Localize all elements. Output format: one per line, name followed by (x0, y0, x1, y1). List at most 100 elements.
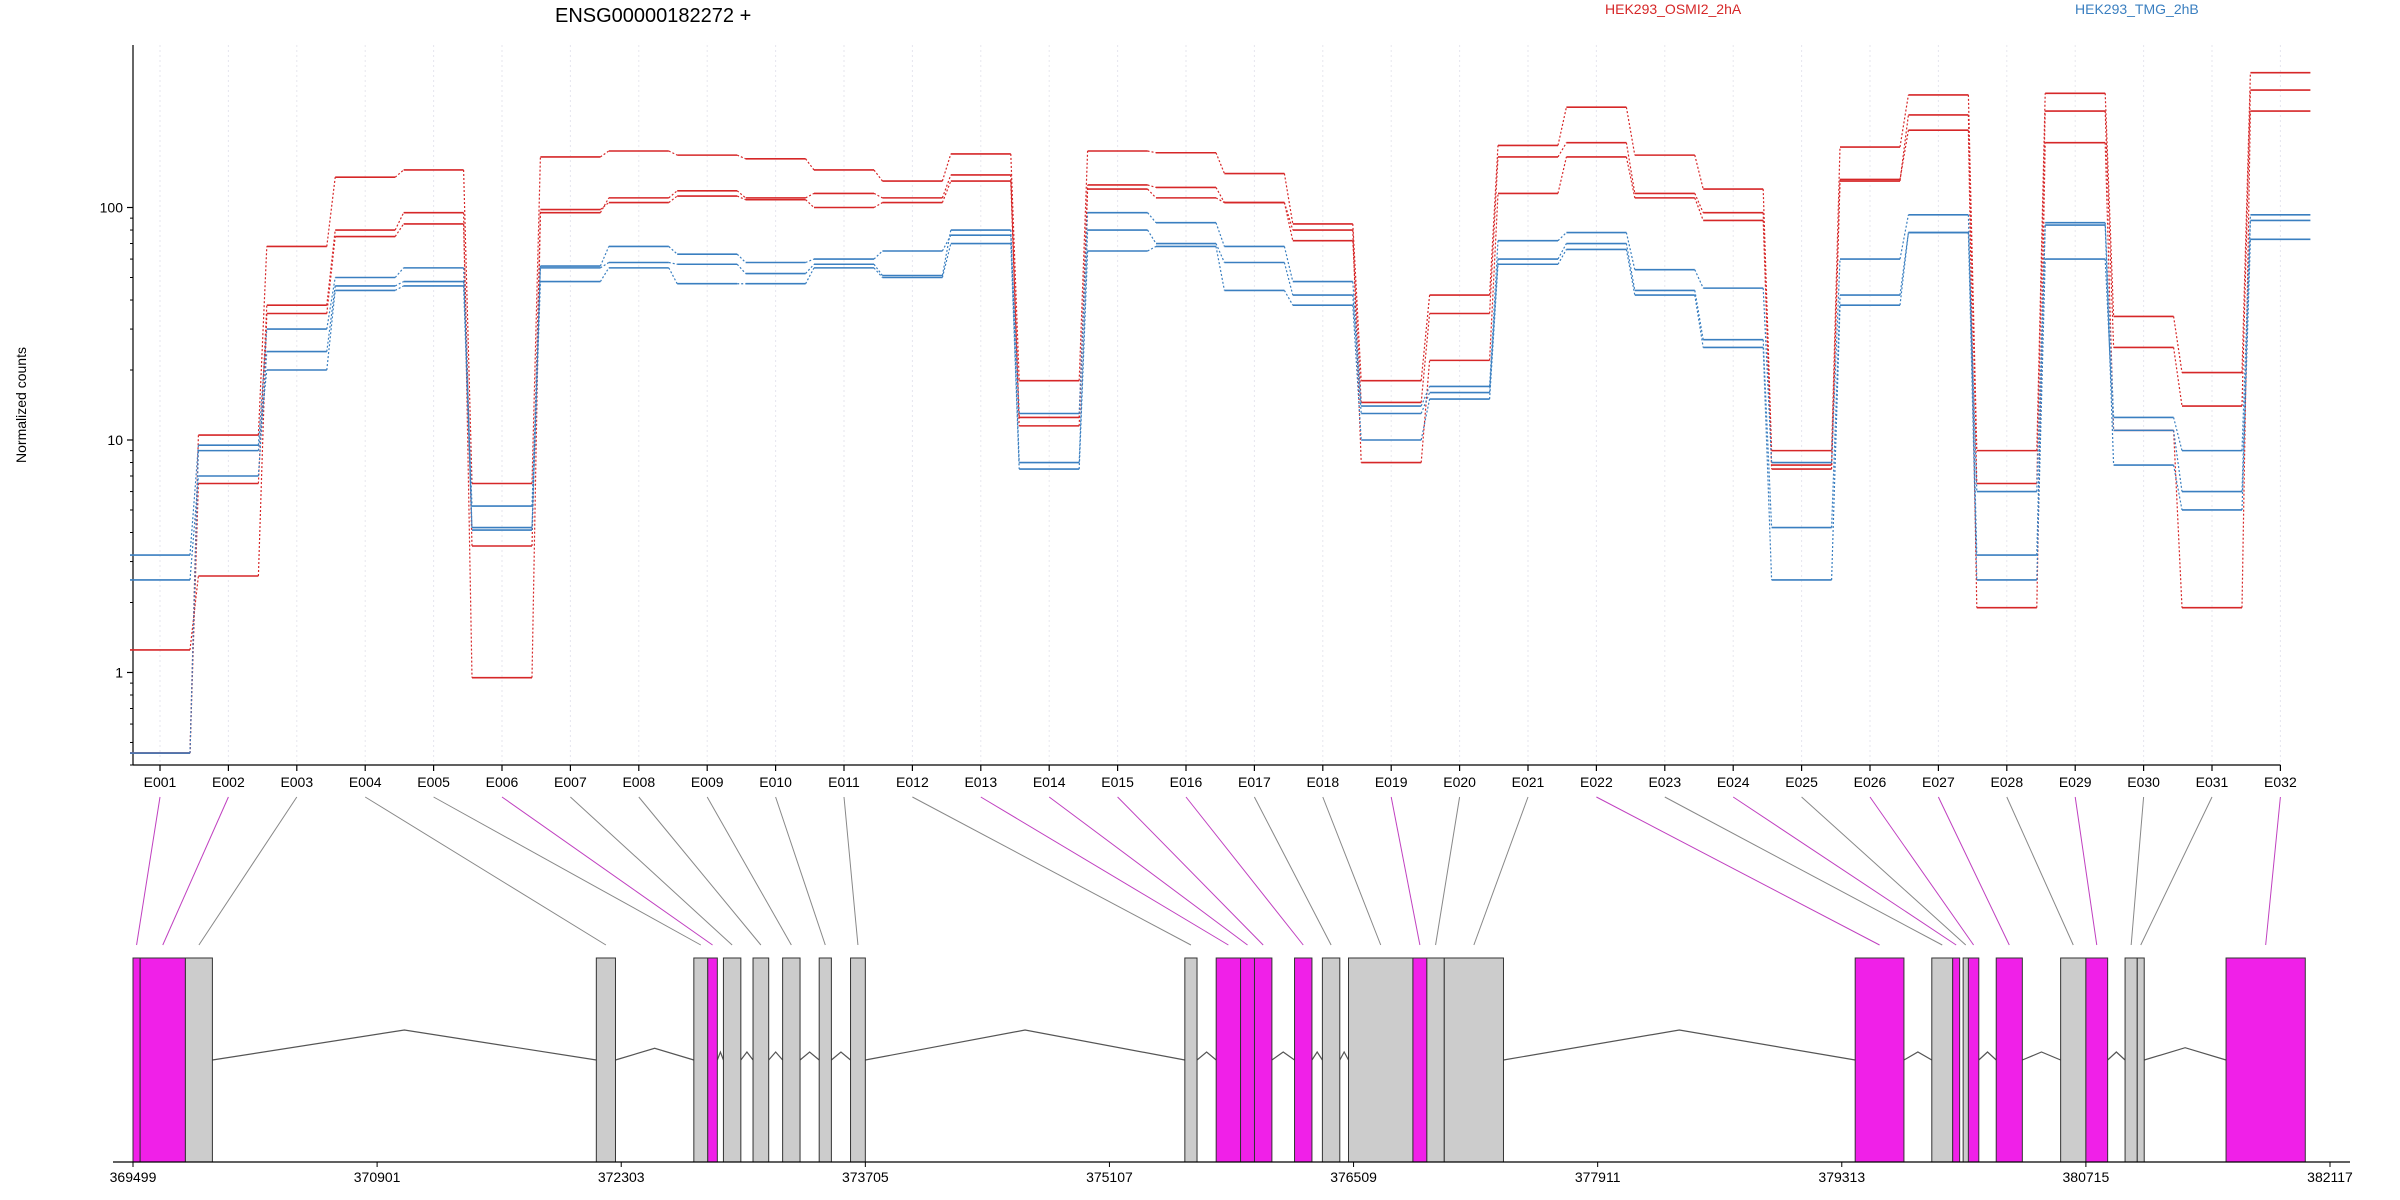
series-connector (1283, 262, 1294, 296)
connector-E009 (706, 796, 792, 946)
genomic-tick-label-372303: 372303 (598, 1169, 645, 1185)
connector-E017 (1253, 796, 1332, 946)
exon-box-E014 (1240, 957, 1255, 1163)
x-tick-label-E005: E005 (417, 774, 450, 790)
series-4 (130, 219, 2311, 581)
series-connector (941, 153, 952, 182)
connector-E021 (1473, 796, 1529, 946)
series-connector (1078, 212, 1089, 414)
exon-box-E027 (1995, 957, 2023, 1163)
series-connector (805, 192, 815, 199)
series-connector (668, 195, 678, 204)
intron-line (2144, 1047, 2227, 1061)
connector-E028 (2006, 796, 2074, 946)
series-connector (941, 234, 952, 252)
series-connector (2173, 417, 2183, 451)
series-connector (1967, 94, 1978, 451)
intron-line (768, 1051, 784, 1061)
series-connector (873, 250, 883, 260)
series-connector (736, 154, 746, 160)
series-connector (1420, 360, 1431, 463)
y-tick-label-1: 1 (115, 664, 123, 680)
connector-E025 (1801, 796, 1967, 946)
exon-connectors (136, 796, 2281, 946)
genomic-tick-label-375107: 375107 (1086, 1169, 1133, 1185)
exon-box-E009 (782, 957, 801, 1163)
series-connector (805, 199, 815, 208)
intron-line (799, 1051, 820, 1061)
exon-box-E017 (1321, 957, 1341, 1163)
series-connector (600, 261, 610, 269)
series-connector (257, 246, 268, 436)
series-connector (1831, 295, 1841, 528)
genomic-tick-label-373705: 373705 (842, 1169, 889, 1185)
series-connector (1352, 305, 1362, 441)
series-connector (600, 202, 610, 211)
connector-E016 (1185, 796, 1304, 946)
x-tick-label-E016: E016 (1170, 774, 1203, 790)
series-connector (2104, 259, 2115, 431)
series-connector (1557, 249, 1567, 265)
series-connector (1625, 243, 1636, 291)
y-tick-label-100: 100 (100, 200, 124, 216)
series-connector (2173, 464, 2183, 511)
series-connector (394, 223, 405, 237)
series-connector (1283, 202, 1294, 241)
series-connector (2104, 222, 2115, 418)
series-connector (1010, 153, 1020, 381)
series-connector (394, 212, 405, 231)
series-connector (1899, 232, 1909, 306)
connector-E030 (2130, 796, 2145, 946)
exon-box-E023 (1931, 957, 1954, 1163)
series-connector (1557, 107, 1567, 146)
intron-line (865, 1029, 1185, 1061)
exon-box-E026 (1967, 957, 1980, 1163)
series-connector (1557, 142, 1567, 158)
x-tick-label-E009: E009 (691, 774, 724, 790)
series-connector (1831, 259, 1841, 463)
series-5 (130, 224, 2311, 754)
connector-E006 (501, 796, 713, 946)
series-connector (1215, 246, 1225, 291)
series-connector (1557, 243, 1567, 260)
series-connector (1694, 294, 1704, 348)
series-connector (394, 169, 404, 178)
exon-box-E032 (2225, 957, 2306, 1163)
x-tick-label-E021: E021 (1512, 774, 1545, 790)
exon-box-E016 (1294, 957, 1313, 1163)
series-connector (326, 236, 336, 314)
series-connector (1899, 114, 1909, 182)
exon-box-E013 (1215, 957, 1242, 1163)
connector-E002 (162, 796, 229, 946)
series-connector (394, 281, 404, 287)
intron-line (1339, 1050, 1350, 1061)
series-connector (2241, 239, 2251, 510)
series-connector (1694, 269, 1704, 289)
genomic-tick-label-380715: 380715 (2063, 1169, 2110, 1185)
series-connector (1625, 107, 1636, 156)
intron-line (1978, 1051, 1997, 1061)
legend-label-tmg: HEK293_TMG_2hB (2075, 1, 2199, 17)
exon-gridlines (159, 45, 2281, 765)
series-connector (1147, 150, 1157, 154)
series-connector (1420, 386, 1431, 407)
series-connector (1420, 313, 1431, 403)
gene-model (132, 957, 2306, 1163)
intron-line (2022, 1051, 2061, 1061)
series-connector (2104, 225, 2115, 466)
series-connector (326, 229, 336, 306)
series-connector (668, 150, 678, 156)
series-connector (2241, 72, 2251, 373)
series-connector (1899, 214, 1909, 260)
series-connector (1899, 94, 1909, 148)
connector-E007 (570, 796, 733, 946)
exon-box-E021 (1443, 957, 1504, 1163)
series-connector (1694, 290, 1704, 340)
series-connector (257, 329, 268, 446)
intron-line (716, 1050, 724, 1061)
x-tick-label-E030: E030 (2127, 774, 2160, 790)
x-tick-label-E028: E028 (1990, 774, 2023, 790)
exon-box-E015 (1253, 957, 1273, 1163)
series-connector (1625, 156, 1636, 199)
series-connector (1078, 250, 1089, 470)
